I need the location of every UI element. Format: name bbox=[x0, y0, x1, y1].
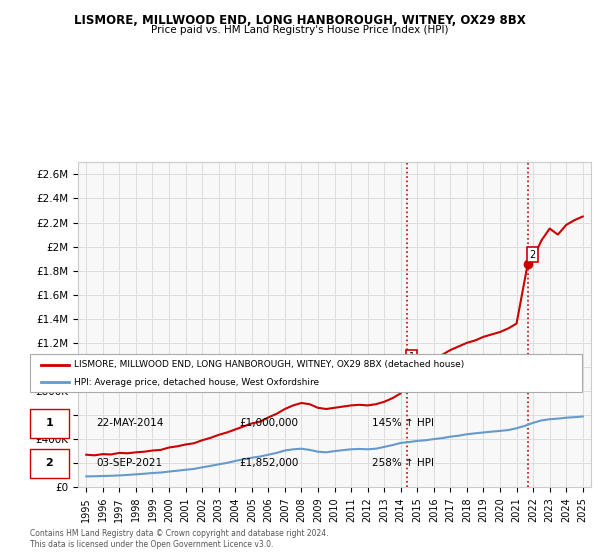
Text: 1: 1 bbox=[46, 418, 53, 428]
Text: 2: 2 bbox=[46, 458, 53, 468]
FancyBboxPatch shape bbox=[30, 409, 68, 437]
Text: LISMORE, MILLWOOD END, LONG HANBOROUGH, WITNEY, OX29 8BX: LISMORE, MILLWOOD END, LONG HANBOROUGH, … bbox=[74, 14, 526, 27]
Text: £1,852,000: £1,852,000 bbox=[240, 458, 299, 468]
Text: 258% ↑ HPI: 258% ↑ HPI bbox=[372, 458, 434, 468]
Text: HPI: Average price, detached house, West Oxfordshire: HPI: Average price, detached house, West… bbox=[74, 378, 319, 387]
Text: 2: 2 bbox=[529, 250, 536, 260]
FancyBboxPatch shape bbox=[30, 449, 68, 478]
Text: Contains HM Land Registry data © Crown copyright and database right 2024.
This d: Contains HM Land Registry data © Crown c… bbox=[30, 529, 329, 549]
FancyBboxPatch shape bbox=[30, 354, 582, 392]
Text: 03-SEP-2021: 03-SEP-2021 bbox=[96, 458, 163, 468]
Text: 22-MAY-2014: 22-MAY-2014 bbox=[96, 418, 164, 428]
Text: £1,000,000: £1,000,000 bbox=[240, 418, 299, 428]
Text: 1: 1 bbox=[409, 352, 415, 362]
Text: Price paid vs. HM Land Registry's House Price Index (HPI): Price paid vs. HM Land Registry's House … bbox=[151, 25, 449, 35]
Text: 145% ↑ HPI: 145% ↑ HPI bbox=[372, 418, 434, 428]
Text: LISMORE, MILLWOOD END, LONG HANBOROUGH, WITNEY, OX29 8BX (detached house): LISMORE, MILLWOOD END, LONG HANBOROUGH, … bbox=[74, 360, 464, 369]
